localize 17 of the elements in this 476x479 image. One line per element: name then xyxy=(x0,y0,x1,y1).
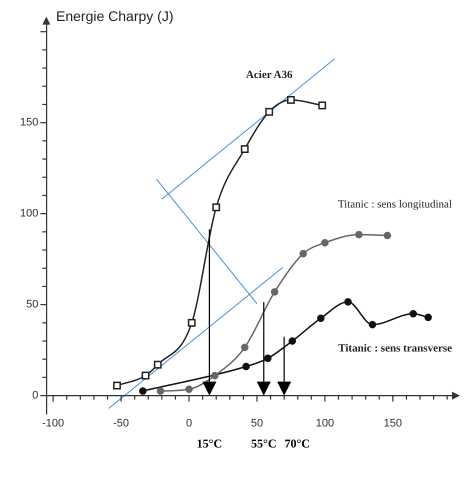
y-axis-title: Energie Charpy (J) xyxy=(56,8,174,24)
x-tick-label: -100 xyxy=(42,417,64,430)
text: 15°C xyxy=(196,436,222,451)
y-tick-label: 0 xyxy=(32,390,38,402)
y-tick-label: 100 xyxy=(20,208,38,220)
x-tick-label: 0 xyxy=(186,417,192,430)
x-tick-label: 100 xyxy=(316,417,334,430)
text: Titanic : sens longitudinal xyxy=(338,198,452,210)
y-tick-label: 150 xyxy=(20,116,38,129)
text: 70°C xyxy=(284,436,310,451)
text: 55°C xyxy=(251,436,276,451)
y-tick-label: 50 xyxy=(26,298,38,311)
x-tick-label: -50 xyxy=(113,417,130,430)
x-tick-label: 150 xyxy=(384,417,402,430)
text: Titanic : sens transverse xyxy=(338,342,452,354)
x-tick-label: 50 xyxy=(250,417,264,430)
series-label: Acier A36 xyxy=(246,68,293,81)
